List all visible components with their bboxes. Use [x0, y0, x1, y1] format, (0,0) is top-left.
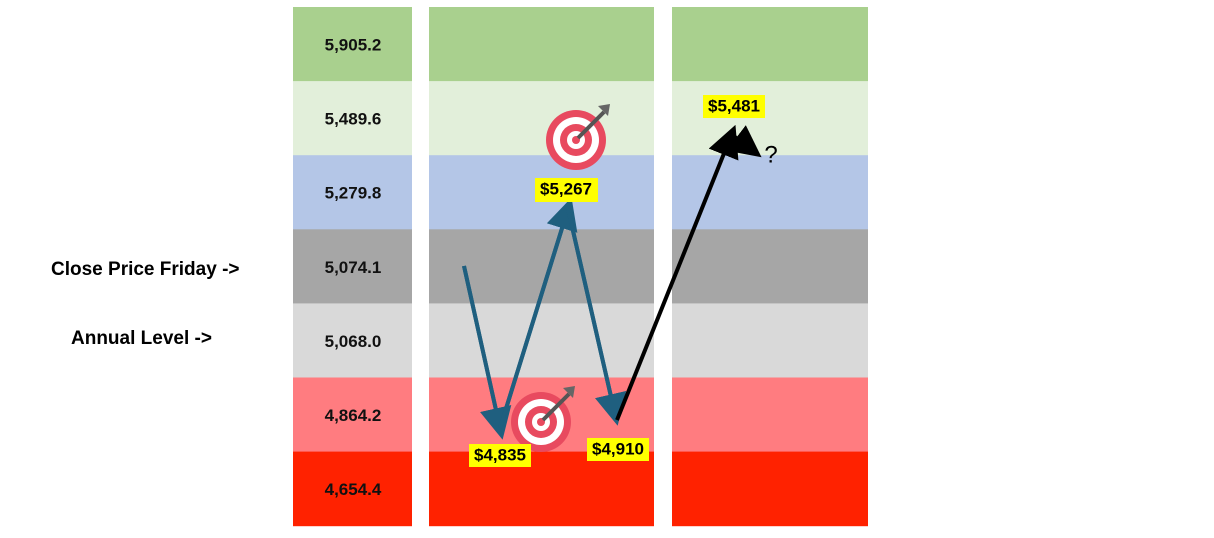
close-price-label: Close Price Friday ->: [51, 259, 240, 280]
level-band: [672, 229, 868, 304]
level-band: [293, 7, 412, 82]
callout-bg: [703, 95, 765, 118]
level-band: [672, 377, 868, 453]
level-band: [672, 155, 868, 230]
level-rows: 5,905.2 5,489.6 5,279.8 5,074.1 5,068.0 4,864…: [293, 7, 868, 527]
callout: $4,910: [592, 439, 644, 458]
question-mark: ?: [764, 141, 777, 168]
level-band: [293, 451, 412, 527]
level-band: [293, 155, 412, 230]
level-value: 5,489.6: [325, 110, 382, 129]
level-band: [672, 7, 868, 82]
callout-bg: [587, 438, 649, 461]
arrow: [615, 124, 739, 421]
arrow: [566, 208, 627, 426]
arrow: [726, 125, 762, 158]
level-band: [429, 81, 654, 156]
callout-bg: [535, 178, 598, 202]
annual-level-label: Annual Level ->: [71, 328, 212, 349]
level-band: [672, 81, 868, 156]
callout: $5,267: [540, 179, 592, 198]
level-value: 5,068.0: [325, 332, 382, 351]
level-band: [429, 7, 654, 82]
arrow: [462, 265, 512, 440]
level-value: 4,864.2: [325, 406, 382, 425]
level-value: 5,074.1: [325, 258, 382, 277]
arrow: [498, 197, 578, 429]
level-band: [429, 303, 654, 378]
target-icon: [511, 386, 575, 452]
level-band: [293, 377, 412, 453]
level-band: [293, 229, 412, 304]
level-band: [293, 81, 412, 156]
callout: $4,835: [474, 445, 526, 464]
level-band: [429, 451, 654, 527]
target-icon: [546, 104, 610, 170]
level-value: 5,279.8: [325, 184, 382, 203]
level-band: [672, 303, 868, 378]
level-value: 4,654.4: [325, 480, 382, 499]
level-band: [293, 303, 412, 378]
callout-bg: [469, 444, 531, 467]
level-value: 5,905.2: [325, 36, 382, 55]
callout: $5,481: [708, 96, 760, 115]
level-band: [672, 451, 868, 527]
